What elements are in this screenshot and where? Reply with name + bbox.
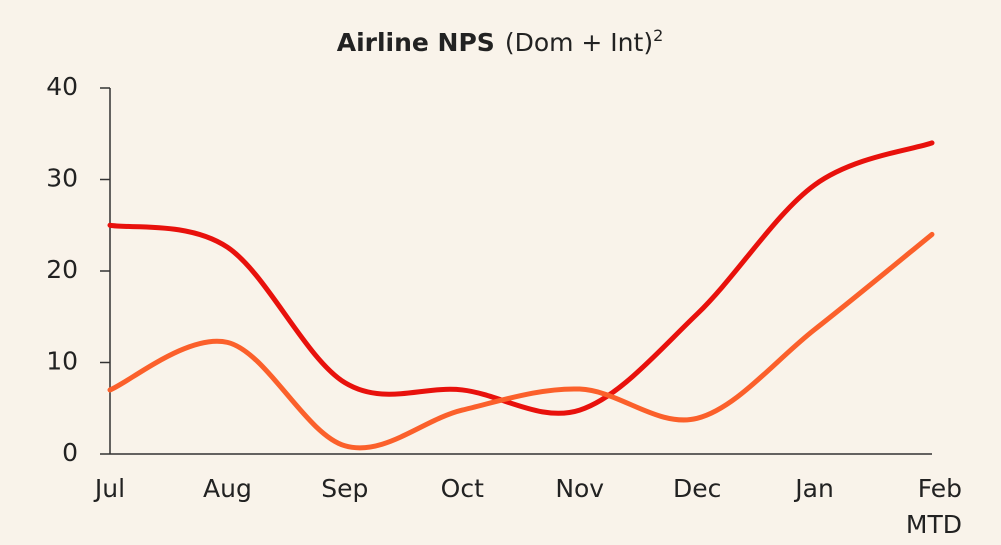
y-tick-label: 40 [46,72,78,101]
x-tick-label: Jan [793,474,834,503]
x-tick-label: Dec [673,474,721,503]
series-line [107,231,935,451]
x-tick-label-line: Feb [918,474,962,503]
y-tick-label: 20 [46,255,78,284]
x-tick-label-line: MTD [906,510,962,539]
x-tick-label: Feb MTD [906,474,962,539]
y-tick-label: 0 [62,438,78,467]
x-tick-label: Oct [441,474,484,503]
y-tick-label: 10 [46,347,78,376]
title-note: (Dom + Int) [505,28,653,57]
series-line [107,140,935,416]
x-tick-label: Jul [93,474,125,503]
title-sup: 2 [653,26,663,45]
y-tick-label: 30 [46,164,78,193]
x-tick-label: Aug [203,474,252,503]
title-main: Airline NPS [337,28,495,57]
x-tick-label: Sep [321,474,368,503]
chart-title: Airline NPS (Dom + Int)2 [337,26,664,58]
x-tick-label: Nov [555,474,604,503]
